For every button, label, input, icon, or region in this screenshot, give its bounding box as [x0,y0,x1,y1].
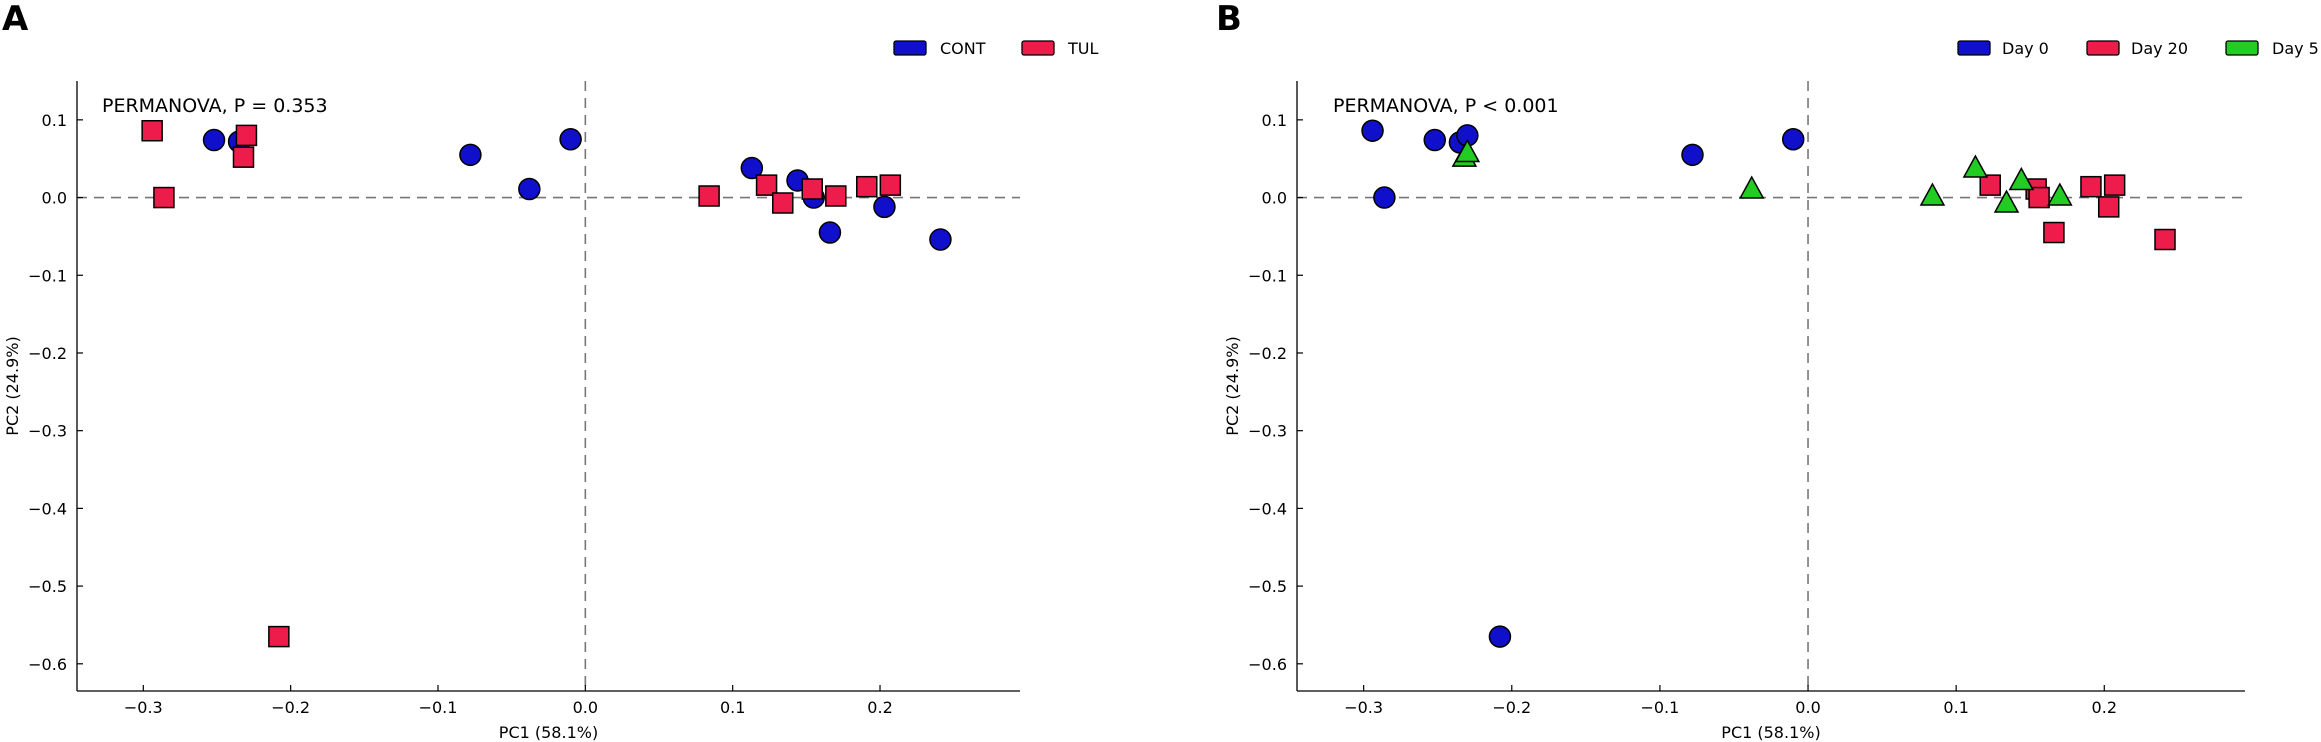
data-point [1962,154,1989,178]
x-tick-label: 0.1 [1943,698,1968,717]
data-point [1781,128,1805,151]
data-point [1681,143,1704,167]
data-point [2008,166,2035,191]
data-point [518,177,541,201]
data-point [235,124,258,147]
panel-letter: B [1216,0,1242,39]
data-point [232,146,255,168]
panel-b: B −0.3 −0.2 −0.1 0.0 0.1 0.2 0.1 0.0 −0.1 −0.2 −0.3… [1216,0,2319,742]
data-point [818,221,842,244]
x-tick-label: 0.0 [1795,698,1820,717]
legend-swatch [893,40,927,56]
y-axis-label: PC2 (24.9%) [1223,336,1242,435]
x-tick-label: −0.2 [1492,698,1531,717]
y-tick-label: −0.4 [1248,499,1287,518]
data-point [698,185,720,207]
y-tick-label: −0.4 [28,499,67,518]
x-tick-label: 0.1 [720,698,745,717]
y-tick-label: −0.5 [28,577,67,596]
panel-a: A −0.3 −0.2 −0.1 0.0 0.1 0.2 0.1 0.0 −0.1 −0.2 −0.3… [2,0,1098,742]
legend: CONT TUL [893,39,1098,58]
data-point [1738,175,1765,199]
x-tick-label: −0.1 [1640,698,1679,717]
data-point [2103,174,2126,196]
data-point [1919,182,1946,206]
legend-swatch [2225,40,2259,56]
data-point [856,175,878,198]
legend-swatch [1021,40,1055,56]
permanova-annotation: PERMANOVA, P < 0.001 [1333,95,1559,117]
data-point [141,119,163,142]
y-tick-label: 0.0 [1262,189,1287,208]
data-point [879,174,902,196]
x-axis-label: PC1 (58.1%) [499,723,598,742]
data-point [873,195,896,219]
x-tick-label: 0.2 [2092,698,2117,717]
y-axis-label: PC2 (24.9%) [3,336,22,435]
data-point [772,192,794,214]
data-point [559,128,582,151]
series-tul [141,119,902,648]
legend-label: Day 0 [2002,39,2049,58]
series-day-5 [1451,138,2073,213]
x-tick-label: −0.1 [419,698,458,717]
data-point [929,228,952,251]
y-tick-label: −0.3 [1248,422,1287,441]
x-tick-label: −0.2 [271,698,310,717]
y-tick-label: −0.2 [1248,344,1287,363]
y-tick-label: 0.0 [42,189,67,208]
y-tick-label: 0.1 [42,111,67,130]
x-tick-label: 0.0 [573,698,598,717]
y-tick-label: −0.6 [1248,655,1287,674]
x-tick-label: 0.2 [867,698,892,717]
legend-label: Day 20 [2131,39,2188,58]
legend-label: Day 5 [2272,39,2319,58]
data-point [755,174,778,196]
y-tick-label: −0.2 [28,344,67,363]
data-point [2097,196,2120,218]
series-day-0 [1361,119,1805,648]
x-tick-label: −0.3 [124,698,163,717]
data-point [153,186,175,209]
panel-letter: A [2,0,29,39]
y-tick-label: −0.1 [28,266,67,285]
data-point [2028,186,2050,209]
y-tick-label: −0.1 [1248,266,1287,285]
data-point [2047,182,2073,206]
x-axis-label: PC1 (58.1%) [1721,723,1820,742]
y-tick-label: −0.3 [28,422,67,441]
data-point [825,185,847,207]
y-tick-label: −0.6 [28,655,67,674]
data-point [1488,625,1512,648]
data-point [1423,128,1447,152]
legend: Day 0 Day 20 Day 5 [1957,39,2319,58]
legend-label: CONT [940,39,986,58]
data-point [1454,138,1481,163]
data-point [1979,174,2001,196]
legend-label: TUL [1067,39,1098,58]
data-point [202,128,226,152]
y-tick-label: −0.5 [1248,577,1287,596]
data-point [1373,186,1396,209]
x-tick-label: −0.3 [1344,698,1383,717]
legend-swatch [2086,40,2120,56]
data-point [2080,175,2102,198]
data-point [1993,189,2020,213]
data-point [459,143,482,167]
series-day-20 [1979,174,2176,251]
data-point [740,156,764,180]
y-tick-label: 0.1 [1262,111,1287,130]
permanova-annotation: PERMANOVA, P = 0.353 [102,95,328,117]
data-point [801,178,823,200]
data-point [2154,228,2176,251]
data-point [268,625,290,648]
data-point [2043,221,2065,244]
legend-swatch [1957,40,1991,56]
data-point [1361,119,1384,142]
